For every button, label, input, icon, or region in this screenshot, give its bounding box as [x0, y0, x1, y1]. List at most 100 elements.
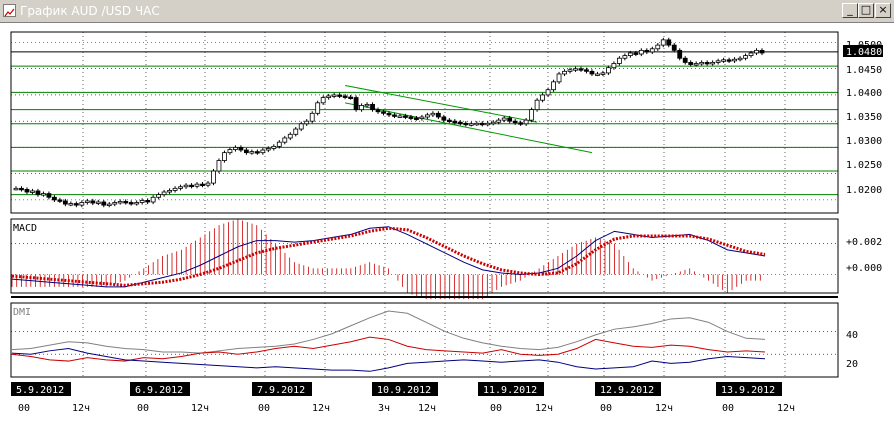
- candle: [457, 121, 463, 125]
- restore-button[interactable]: □: [858, 3, 874, 18]
- hour-label: 12ч: [777, 403, 795, 414]
- dmi-tick-1: 20: [846, 359, 858, 370]
- candle: [545, 89, 551, 96]
- candle: [233, 147, 238, 150]
- candle: [616, 57, 622, 64]
- chart-area[interactable]: MACD DMI 1.0500 1.0450 1.0400 1.0350 1.0…: [0, 23, 894, 422]
- candle: [359, 105, 364, 111]
- date-label-bg: [372, 382, 438, 396]
- candle: [194, 183, 200, 187]
- macd-panel-label: MACD: [13, 223, 37, 234]
- hour-label: 12ч: [418, 403, 436, 414]
- candle: [260, 149, 266, 154]
- dmi-tick-0: 40: [846, 330, 858, 341]
- date-label-bg: [130, 382, 190, 396]
- minimize-button[interactable]: _: [842, 3, 858, 18]
- candle: [265, 148, 271, 151]
- candle: [227, 149, 233, 154]
- candle: [660, 39, 666, 46]
- candle: [315, 102, 321, 114]
- candle: [276, 141, 282, 147]
- price-tick-3: 1.0350: [846, 112, 882, 123]
- candle: [254, 151, 260, 154]
- candle: [644, 49, 650, 53]
- trend-channel-line: [345, 85, 538, 123]
- level-lines: [11, 65, 838, 196]
- candle: [216, 160, 222, 172]
- adx-line: [11, 310, 766, 354]
- candle: [556, 73, 562, 83]
- candle: [370, 104, 375, 111]
- candle: [348, 96, 354, 99]
- candle: [101, 201, 107, 206]
- candle: [68, 203, 74, 206]
- date-label-bg: [716, 382, 782, 396]
- candle: [589, 70, 595, 75]
- macd-tick-1: +0.000: [846, 263, 882, 274]
- candle: [743, 55, 748, 59]
- candle: [304, 120, 310, 125]
- trend-channel-line: [345, 102, 593, 154]
- candle: [633, 52, 639, 55]
- candle: [84, 200, 90, 203]
- candle: [688, 62, 694, 65]
- hour-label: 00: [490, 403, 502, 414]
- dmi-panel-label: DMI: [13, 307, 31, 318]
- candle: [123, 201, 129, 204]
- candle: [13, 187, 19, 191]
- hour-label: 00: [722, 403, 734, 414]
- window-title: График AUD /USD ЧАС: [20, 4, 160, 18]
- candle: [479, 122, 485, 126]
- hour-label: 00: [137, 403, 149, 414]
- dmi-series: [11, 310, 766, 372]
- candle: [222, 152, 227, 161]
- candle: [424, 114, 430, 118]
- candle: [134, 202, 140, 205]
- candle: [490, 121, 496, 125]
- candle: [293, 128, 299, 135]
- candle: [375, 109, 381, 113]
- candle: [46, 193, 52, 198]
- candle: [677, 49, 683, 59]
- candle: [139, 200, 145, 203]
- candle: [128, 202, 134, 205]
- candle: [622, 55, 628, 59]
- candle: [150, 196, 156, 203]
- price-tick-5: 1.0250: [846, 160, 882, 171]
- candle: [90, 200, 96, 204]
- candle: [189, 184, 194, 188]
- hour-label: 00: [258, 403, 270, 414]
- candle: [298, 123, 304, 130]
- date-label: 11.9.2012: [483, 385, 537, 396]
- current-price-marker: [843, 45, 883, 57]
- candle: [671, 44, 677, 51]
- candle: [463, 122, 469, 126]
- candle: [414, 117, 419, 120]
- candle: [309, 112, 315, 122]
- date-label: 7.9.2012: [257, 385, 305, 396]
- candle: [666, 39, 672, 46]
- price-tick-6: 1.0200: [846, 185, 882, 196]
- candle: [501, 117, 507, 121]
- candle: [748, 52, 754, 57]
- candle: [419, 116, 425, 119]
- chart-canvas[interactable]: MACD DMI 1.0500 1.0450 1.0400 1.0350 1.0…: [0, 23, 894, 422]
- candle: [732, 58, 737, 62]
- date-label: 10.9.2012: [377, 385, 431, 396]
- candle: [606, 67, 611, 74]
- candle: [611, 63, 617, 69]
- candle: [156, 194, 162, 198]
- candle: [73, 203, 79, 206]
- candle: [200, 183, 205, 187]
- hour-label: 12ч: [655, 403, 673, 414]
- close-button[interactable]: ×: [875, 3, 891, 18]
- candle: [759, 49, 765, 54]
- hour-label: 00: [18, 403, 30, 414]
- candle: [183, 184, 189, 188]
- candle: [342, 95, 348, 98]
- date-labels: 5.9.2012 6.9.2012 7.9.2012 10.9.2012 11.…: [11, 382, 782, 396]
- minus-di-line: [11, 348, 766, 372]
- candle: [282, 137, 288, 143]
- candle: [320, 97, 326, 104]
- candle: [392, 114, 397, 117]
